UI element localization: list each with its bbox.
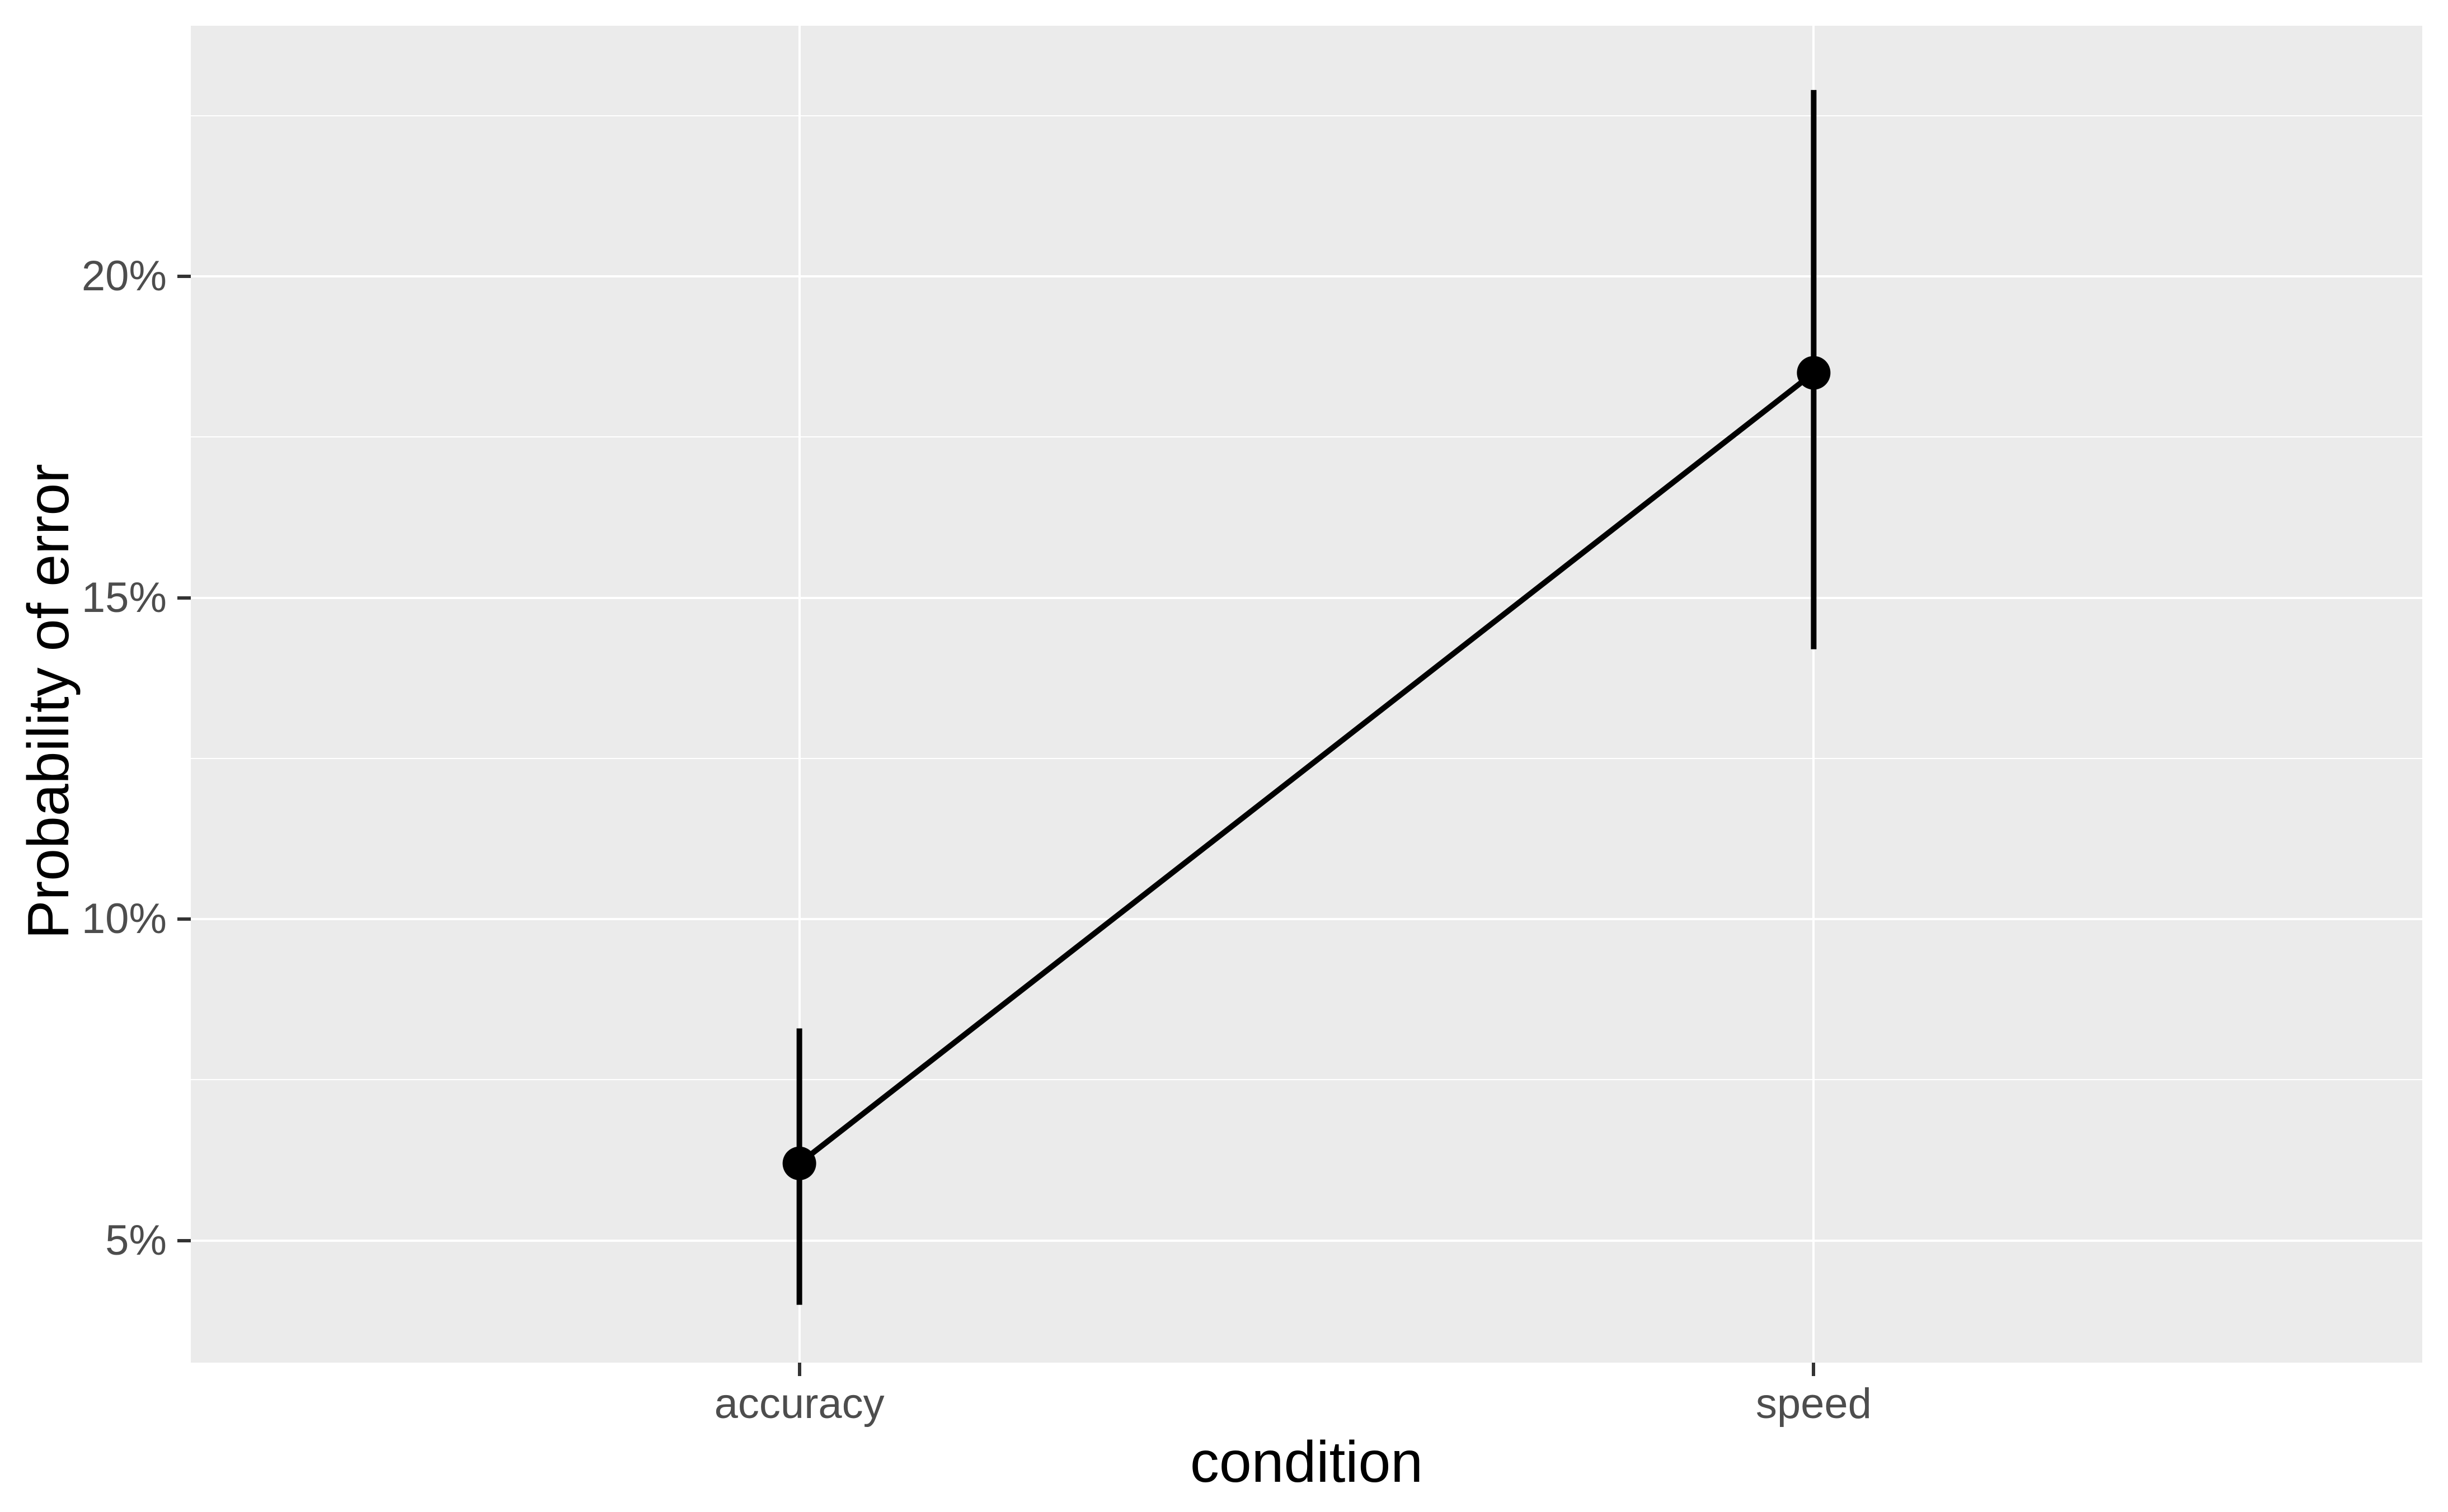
x-gridline-major [1812, 26, 1815, 1363]
y-gridline-minor [191, 1079, 2422, 1081]
y-axis-tick [177, 917, 191, 921]
x-tick-label: speed [1755, 1380, 1872, 1428]
y-gridline-minor [191, 436, 2422, 438]
y-gridline-major [191, 596, 2422, 599]
data-point [782, 1146, 816, 1180]
series-line [797, 370, 1816, 1166]
y-axis-tick [177, 275, 191, 279]
data-point [1797, 356, 1831, 390]
plot-panel [191, 26, 2422, 1363]
x-axis-title: condition [1190, 1430, 1423, 1495]
y-axis-title: Probability of error [16, 464, 81, 939]
y-gridline-minor [191, 757, 2422, 759]
y-gridline-major [191, 1239, 2422, 1242]
y-axis-tick [177, 596, 191, 600]
y-tick-label: 20% [81, 252, 167, 300]
y-tick-label: 5% [105, 1216, 167, 1264]
x-gridline-major [798, 26, 801, 1363]
x-axis-tick [1812, 1363, 1816, 1376]
y-gridline-major [191, 918, 2422, 921]
y-gridline-major [191, 275, 2422, 278]
y-tick-label: 10% [81, 895, 167, 943]
x-axis-tick [797, 1363, 801, 1376]
y-tick-label: 15% [81, 573, 167, 621]
y-gridline-minor [191, 115, 2422, 116]
x-tick-label: accuracy [714, 1380, 885, 1428]
y-axis-tick [177, 1238, 191, 1242]
